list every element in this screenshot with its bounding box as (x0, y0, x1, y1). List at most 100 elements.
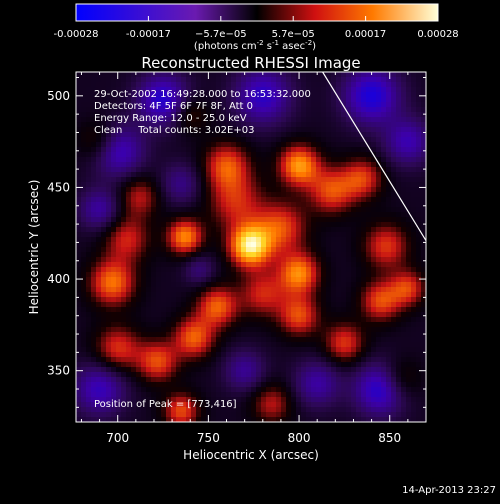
heatmap-pixel (321, 307, 326, 312)
heatmap-pixel (106, 207, 111, 212)
heatmap-pixel (301, 217, 306, 222)
heatmap-pixel (306, 217, 311, 222)
heatmap-pixel (246, 367, 251, 372)
heatmap-pixel (411, 187, 416, 192)
heatmap-pixel (316, 157, 321, 162)
heatmap-pixel (261, 112, 266, 117)
heatmap-pixel (131, 357, 136, 362)
heatmap-pixel (101, 242, 106, 247)
heatmap-pixel (286, 392, 291, 397)
heatmap-pixel (281, 197, 286, 202)
heatmap-pixel (371, 182, 376, 187)
heatmap-pixel (131, 182, 136, 187)
heatmap-pixel (406, 127, 411, 132)
heatmap-pixel (361, 222, 366, 227)
heatmap-pixel (331, 357, 336, 362)
heatmap-pixel (86, 302, 91, 307)
heatmap-pixel (371, 177, 376, 182)
heatmap-pixel (391, 302, 396, 307)
heatmap-pixel (251, 342, 256, 347)
x-tick-label: 800 (288, 431, 311, 445)
heatmap-pixel (301, 107, 306, 112)
heatmap-pixel (196, 292, 201, 297)
heatmap-pixel (376, 282, 381, 287)
heatmap-pixel (106, 247, 111, 252)
heatmap-pixel (291, 142, 296, 147)
heatmap-pixel (336, 197, 341, 202)
heatmap-pixel (236, 152, 241, 157)
heatmap-pixel (261, 197, 266, 202)
heatmap-pixel (246, 307, 251, 312)
heatmap-pixel (236, 197, 241, 202)
heatmap-pixel (336, 122, 341, 127)
heatmap-pixel (156, 372, 161, 377)
heatmap-pixel (96, 152, 101, 157)
heatmap-pixel (256, 192, 261, 197)
heatmap-pixel (296, 157, 301, 162)
heatmap-pixel (286, 317, 291, 322)
heatmap-pixel (216, 372, 221, 377)
heatmap-pixel (116, 327, 121, 332)
heatmap-pixel (216, 152, 221, 157)
heatmap-pixel (401, 372, 406, 377)
heatmap-pixel (291, 412, 296, 417)
heatmap-pixel (311, 122, 316, 127)
heatmap-pixel (316, 402, 321, 407)
heatmap-pixel (391, 402, 396, 407)
heatmap-pixel (411, 312, 416, 317)
heatmap-pixel (356, 82, 361, 87)
heatmap-pixel (351, 167, 356, 172)
heatmap-pixel (281, 122, 286, 127)
heatmap-pixel (401, 87, 406, 92)
heatmap-pixel (96, 162, 101, 167)
heatmap-pixel (321, 317, 326, 322)
heatmap-pixel (366, 167, 371, 172)
heatmap-pixel (296, 132, 301, 137)
heatmap-pixel (201, 202, 206, 207)
heatmap-pixel (161, 192, 166, 197)
heatmap-pixel (116, 377, 121, 382)
heatmap-pixel (291, 167, 296, 172)
heatmap-pixel (346, 292, 351, 297)
heatmap-pixel (286, 332, 291, 337)
heatmap-pixel (106, 312, 111, 317)
heatmap-pixel (411, 202, 416, 207)
heatmap-pixel (226, 187, 231, 192)
heatmap-pixel (411, 137, 416, 142)
heatmap-pixel (301, 147, 306, 152)
heatmap-pixel (236, 357, 241, 362)
heatmap-pixel (166, 322, 171, 327)
heatmap-pixel (326, 362, 331, 367)
heatmap-pixel (76, 377, 81, 382)
heatmap-pixel (231, 347, 236, 352)
heatmap-pixel (86, 122, 91, 127)
heatmap-pixel (86, 282, 91, 287)
heatmap-pixel (101, 137, 106, 142)
heatmap-pixel (156, 257, 161, 262)
heatmap-pixel (356, 162, 361, 167)
heatmap-pixel (341, 317, 346, 322)
heatmap-pixel (371, 312, 376, 317)
heatmap-pixel (276, 352, 281, 357)
heatmap-pixel (321, 87, 326, 92)
heatmap-pixel (151, 347, 156, 352)
heatmap-pixel (306, 77, 311, 82)
heatmap-pixel (291, 262, 296, 267)
heatmap-pixel (181, 277, 186, 282)
heatmap-pixel (411, 257, 416, 262)
heatmap-pixel (246, 77, 251, 82)
heatmap-pixel (286, 232, 291, 237)
heatmap-pixel (286, 322, 291, 327)
heatmap-pixel (76, 157, 81, 162)
heatmap-pixel (381, 222, 386, 227)
heatmap-pixel (96, 232, 101, 237)
heatmap-pixel (146, 172, 151, 177)
heatmap-pixel (96, 372, 101, 377)
heatmap-pixel (391, 82, 396, 87)
heatmap-pixel (211, 162, 216, 167)
heatmap-pixel (381, 327, 386, 332)
heatmap-pixel (376, 127, 381, 132)
heatmap-pixel (231, 187, 236, 192)
heatmap-pixel (376, 192, 381, 197)
heatmap-pixel (346, 302, 351, 307)
